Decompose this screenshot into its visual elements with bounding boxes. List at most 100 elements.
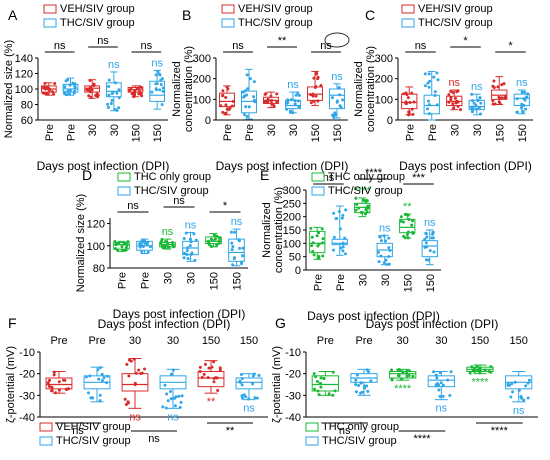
data-point [520,90,524,94]
box-iqr [84,85,101,93]
data-point [319,83,323,87]
y-tick-label: 50 [289,252,301,264]
data-point [64,79,68,83]
x-tick-label: 150 [402,274,414,292]
data-point [67,92,71,96]
data-point [148,245,152,249]
x-tick-label: 30 [397,335,409,347]
x-tick-label: 30 [163,272,175,284]
data-point [332,211,336,215]
data-point [426,258,430,262]
data-point [171,368,175,372]
box-sig-label: ns [231,216,243,228]
data-point [242,113,246,117]
data-point [123,397,127,401]
data-point [388,248,392,252]
comparison-label: ns [148,433,160,445]
comparison-label: *** [412,172,426,184]
data-point [411,219,415,223]
data-point [242,393,246,397]
data-point [390,368,394,372]
x-tick-label: 150 [471,335,489,347]
data-point [491,102,495,106]
box-sig-label: ns [424,217,436,229]
data-point [129,359,133,363]
data-point [248,77,252,81]
data-point [526,396,530,400]
data-point [210,365,214,369]
data-point [163,383,167,387]
data-point [423,84,427,88]
comparison-label: ns [415,40,427,52]
data-point [447,93,451,97]
data-point [447,100,451,104]
data-point [141,244,145,248]
legend-swatch [39,422,53,432]
data-point [475,107,479,111]
data-point [128,89,132,93]
data-point [182,236,186,240]
x-tick-label: 150 [509,335,527,347]
x-axis-title: Days post infection (DPI) [216,159,349,173]
x-tick-label: Pre [244,124,256,141]
data-point [526,381,530,385]
data-point [312,372,316,376]
data-point [407,112,411,116]
data-point [355,373,359,377]
x-tick-label: 30 [449,124,461,136]
data-point [369,379,373,383]
data-point [251,382,255,386]
data-point [317,231,321,235]
data-point [354,378,358,382]
data-point [137,92,141,96]
data-point [63,85,67,89]
data-point [410,223,414,227]
x-tick-label: 30 [87,124,99,136]
data-point [271,102,275,106]
data-point [338,93,342,97]
data-point [224,112,228,116]
x-tick-label: Pre [140,272,152,289]
data-point [387,255,391,259]
data-point [221,93,225,97]
data-point [316,99,320,103]
data-point [266,97,270,101]
data-point [357,384,361,388]
data-point [426,81,430,85]
data-point [502,82,506,86]
data-point [479,101,483,105]
legend-swatch [39,436,53,446]
box-sig-label: ns [167,411,179,423]
data-point [411,374,415,378]
data-point [449,95,453,99]
data-point [230,104,234,108]
data-point [316,75,320,79]
data-point [478,112,482,116]
data-point [314,94,318,98]
x-tick-label: 30 [357,274,369,286]
legend-swatch [221,18,235,28]
data-point [92,84,96,88]
data-point [354,196,358,200]
data-point [320,227,324,231]
data-point [528,378,532,382]
data-point [158,88,162,92]
box-iqr [113,241,130,250]
data-point [322,376,326,380]
data-point [238,380,242,384]
data-point [217,236,221,240]
legend-label: THC/SIV group [328,185,403,197]
data-point [408,369,412,373]
data-point [115,91,119,95]
data-point [455,90,459,94]
data-point [47,88,51,92]
data-point [385,262,389,266]
data-point [515,110,519,114]
data-point [314,71,318,75]
x-tick-label: 30 [266,124,278,136]
y-axis-title: ζ-potential (mV) [271,346,283,423]
data-point [251,374,255,378]
x-tick-label: 30 [435,335,447,347]
data-point [125,362,129,366]
data-point [478,96,482,100]
